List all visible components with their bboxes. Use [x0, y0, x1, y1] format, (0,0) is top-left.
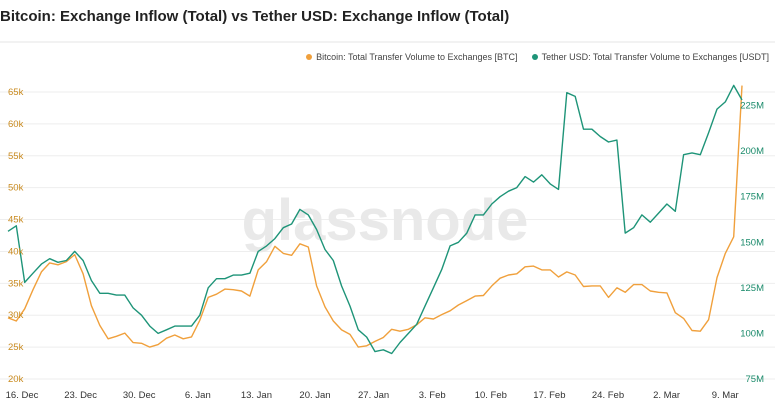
chart-title: Bitcoin: Exchange Inflow (Total) vs Teth… [0, 8, 510, 25]
y-right-tick-label: 200M [740, 146, 764, 157]
y-left-tick-label: 25k [8, 342, 24, 353]
y-left-tick-label: 60k [8, 119, 24, 130]
x-axis: 16. Dec 23. Dec 30. Dec 6. Jan 13. Jan 20. Ja… [6, 390, 739, 401]
y-left-tick-label: 50k [8, 183, 24, 194]
gridlines [0, 91, 775, 380]
x-tick-label: 30. Dec [123, 390, 156, 401]
legend: Bitcoin: Total Transfer Volume to Exchan… [306, 52, 769, 62]
legend-label-usdt: Tether USD: Total Transfer Volume to Exc… [541, 52, 769, 62]
legend-label-btc: Bitcoin: Total Transfer Volume to Exchan… [316, 52, 518, 62]
y-right-tick-label: 100M [740, 328, 764, 339]
y-right-tick-label: 125M [740, 283, 764, 294]
x-tick-label: 23. Dec [64, 390, 97, 401]
y-right-tick-label: 75M [746, 374, 765, 385]
x-tick-label: 20. Jan [299, 390, 330, 401]
x-tick-label: 24. Feb [592, 390, 624, 401]
series-lines [7, 84, 743, 355]
y-left-tick-label: 45k [8, 215, 24, 226]
y-left-tick-label: 20k [8, 374, 24, 385]
x-tick-label: 27. Jan [358, 390, 389, 401]
btc-series-line [7, 85, 743, 348]
watermark: glassnode [242, 188, 529, 253]
right-axis: 75M 100M 125M 150M 175M 200M 225M [740, 101, 764, 386]
y-left-tick-label: 40k [8, 246, 24, 257]
legend-marker-btc [306, 54, 313, 60]
y-left-tick-label: 65k [8, 87, 24, 98]
legend-item-btc[interactable]: Bitcoin: Total Transfer Volume to Exchan… [306, 52, 518, 62]
legend-item-usdt[interactable]: Tether USD: Total Transfer Volume to Exc… [531, 52, 769, 62]
x-tick-label: 9. Mar [712, 390, 739, 401]
x-tick-label: 2. Mar [653, 390, 680, 401]
x-tick-label: 16. Dec [6, 390, 39, 401]
x-tick-label: 13. Jan [241, 390, 272, 401]
x-tick-label: 10. Feb [475, 390, 507, 401]
x-tick-label: 3. Feb [419, 390, 446, 401]
y-left-tick-label: 35k [8, 278, 24, 289]
left-axis: 20k 25k 30k 35k 40k 45k 50k 55k 60k 65k [8, 87, 24, 385]
y-left-tick-label: 55k [8, 151, 24, 162]
y-left-tick-label: 30k [8, 310, 24, 321]
x-tick-label: 17. Feb [533, 390, 565, 401]
y-right-tick-label: 225M [740, 101, 764, 112]
y-right-tick-label: 150M [740, 237, 764, 248]
y-right-tick-label: 175M [740, 192, 764, 203]
usdt-series-line [7, 84, 743, 355]
legend-marker-usdt [531, 54, 538, 60]
x-tick-label: 6. Jan [185, 390, 211, 401]
